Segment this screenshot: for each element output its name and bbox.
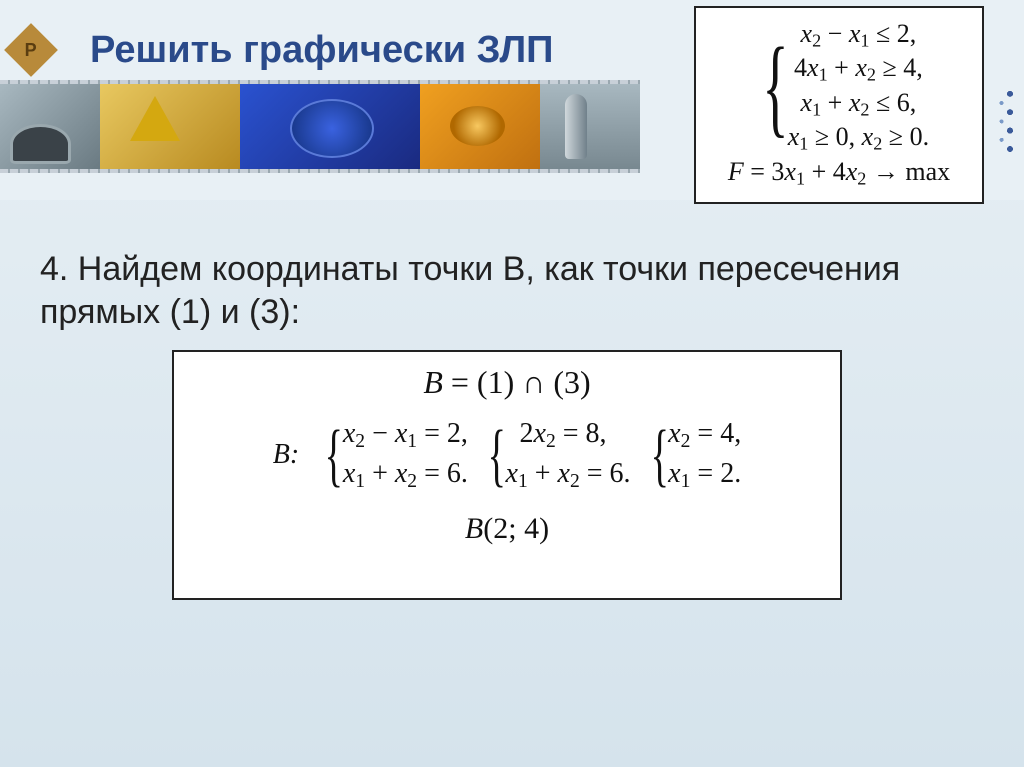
sys1-line2: x1 + x2 = 6. bbox=[343, 455, 468, 495]
constraint-3: x1 + x2 ≤ 6, bbox=[788, 87, 929, 121]
slide-title: Решить графически ЗЛП bbox=[90, 29, 553, 72]
badge-icon: P bbox=[4, 23, 58, 77]
brace-icon: { bbox=[487, 424, 505, 487]
objective-function: F = 3x1 + 4x2 → max bbox=[710, 157, 968, 190]
decorative-photo-strip bbox=[0, 84, 640, 169]
strip-photo-5 bbox=[540, 84, 640, 169]
solution-result: B(2; 4) bbox=[192, 512, 822, 546]
strip-bottom-border bbox=[0, 169, 640, 173]
sys2-line2: x1 + x2 = 6. bbox=[506, 455, 631, 495]
dot-pattern-icon bbox=[996, 80, 1024, 172]
strip-photo-2 bbox=[100, 84, 240, 169]
constraint-1: x2 − x1 ≤ 2, bbox=[788, 18, 929, 52]
system-3: { x2 = 4, x1 = 2. bbox=[643, 415, 742, 496]
sys2-line1: 2x2 = 8, bbox=[506, 415, 631, 455]
solution-box: B = (1) ∩ (3) B: { x2 − x1 = 2, x1 + x2 … bbox=[172, 350, 842, 600]
solution-intersection: B = (1) ∩ (3) bbox=[192, 364, 822, 401]
system-1: { x2 − x1 = 2, x1 + x2 = 6. bbox=[317, 415, 468, 496]
solution-systems: B: { x2 − x1 = 2, x1 + x2 = 6. { 2x2 = 8… bbox=[192, 415, 822, 496]
brace-icon: { bbox=[762, 37, 788, 136]
title-bar: P Решить графически ЗЛП bbox=[0, 20, 640, 80]
constraint-system: { x2 − x1 ≤ 2, 4x1 + x2 ≥ 4, x1 + x2 ≤ 6… bbox=[710, 18, 968, 155]
constraint-4: x1 ≥ 0, x2 ≥ 0. bbox=[788, 121, 929, 155]
body-paragraph: 4. Найдем координаты точки B, как точки … bbox=[40, 248, 940, 333]
solution-prefix: B: bbox=[273, 439, 299, 471]
brace-icon: { bbox=[650, 424, 668, 487]
constraint-2: 4x1 + x2 ≥ 4, bbox=[788, 52, 929, 86]
strip-photo-3 bbox=[240, 84, 420, 169]
brace-icon: { bbox=[325, 424, 343, 487]
system-2: { 2x2 = 8, x1 + x2 = 6. bbox=[480, 415, 631, 496]
sys3-line2: x1 = 2. bbox=[668, 455, 741, 495]
strip-photo-4 bbox=[420, 84, 540, 169]
sys1-line1: x2 − x1 = 2, bbox=[343, 415, 468, 455]
constraints-box: { x2 − x1 ≤ 2, 4x1 + x2 ≥ 4, x1 + x2 ≤ 6… bbox=[694, 6, 984, 204]
sys3-line1: x2 = 4, bbox=[668, 415, 741, 455]
strip-photo-1 bbox=[0, 84, 100, 169]
constraint-lines: x2 − x1 ≤ 2, 4x1 + x2 ≥ 4, x1 + x2 ≤ 6, … bbox=[788, 18, 929, 155]
badge-letter: P bbox=[25, 39, 37, 60]
